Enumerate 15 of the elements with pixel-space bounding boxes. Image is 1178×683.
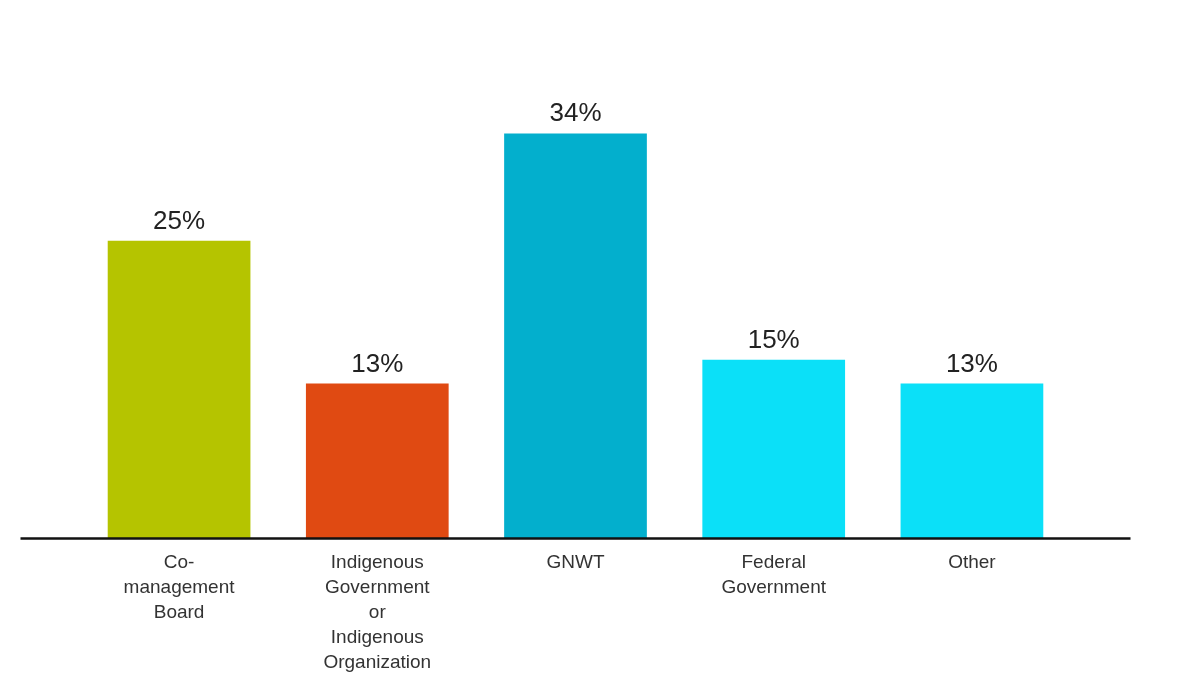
x-tick-label: Federal Government (721, 550, 827, 597)
bar (305, 383, 449, 539)
data-label: 34% (549, 97, 602, 128)
data-label: 25% (153, 204, 206, 235)
data-label: 13% (351, 347, 404, 378)
data-label: 13% (945, 347, 998, 378)
x-tick-label: Co- management Board (123, 550, 236, 622)
data-label: 15% (747, 323, 800, 354)
x-tick-label: Other (948, 550, 997, 572)
x-tick-label: Indigenous Government or Indigenous Organization (323, 550, 432, 673)
x-tick-label: GNWT (546, 550, 605, 572)
bar (504, 133, 647, 539)
bar (900, 383, 1044, 539)
bar (107, 240, 251, 539)
bar (702, 359, 846, 539)
